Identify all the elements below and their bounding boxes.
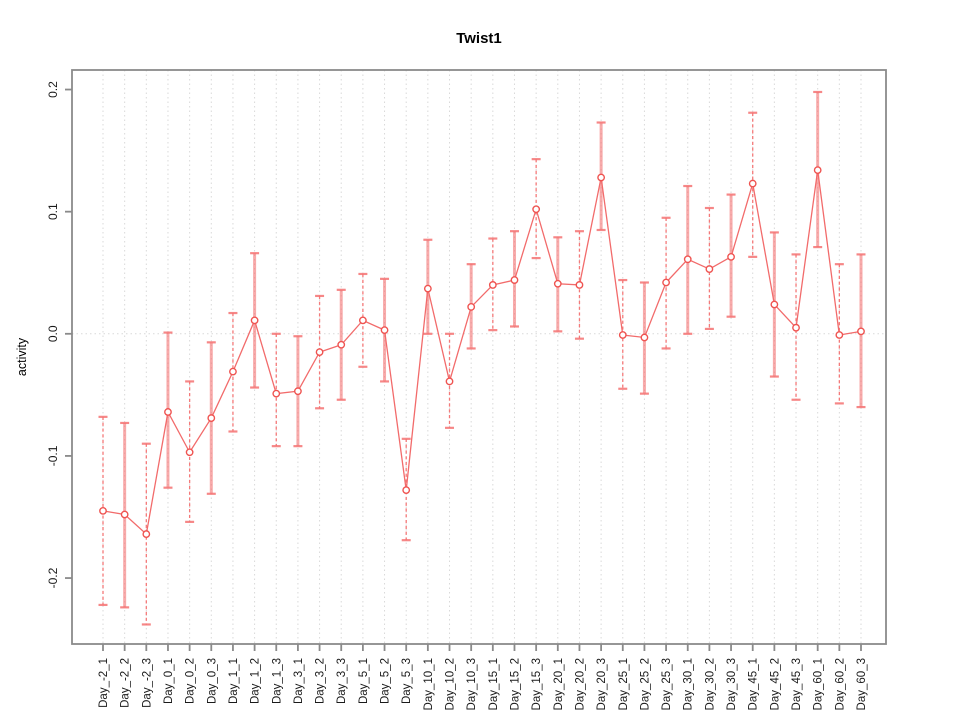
- x-tick-label: Day_0_2: [185, 658, 197, 704]
- x-tick-label: Day_0_3: [206, 658, 218, 704]
- x-tick-label: Day_-2_1: [98, 658, 110, 708]
- data-point: [553, 279, 562, 288]
- y-tick-label: -0.2: [46, 567, 60, 588]
- x-tick-label: Day_5_1: [358, 658, 370, 704]
- data-point: [683, 255, 692, 264]
- x-tick-label: Day_1_1: [228, 658, 240, 704]
- x-tick-label: Day_15_1: [488, 658, 500, 710]
- data-point: [727, 252, 735, 261]
- x-tick-label: Day_5_3: [401, 658, 413, 704]
- x-tick-label: Day_45_2: [769, 658, 781, 710]
- x-tick-label: Day_25_1: [618, 658, 630, 710]
- x-tick-label: Day_30_1: [683, 658, 695, 710]
- data-point: [792, 323, 800, 332]
- data-point: [380, 326, 389, 335]
- x-tick-label: Day_10_1: [423, 658, 435, 710]
- data-point: [445, 377, 454, 386]
- y-tick-label: -0.1: [46, 445, 60, 466]
- y-tick-label: 0.1: [46, 203, 60, 220]
- x-tick-label: Day_-2_2: [120, 658, 132, 708]
- x-tick-label: Day_20_2: [574, 658, 586, 710]
- chart-title: Twist1: [456, 30, 502, 47]
- x-tick-label: Day_10_3: [466, 658, 478, 710]
- x-tick-label: Day_25_3: [661, 658, 673, 710]
- data-point: [337, 340, 346, 349]
- x-tick-label: Day_60_1: [813, 658, 825, 710]
- data-point: [207, 414, 216, 422]
- x-tick-label: Day_60_3: [856, 658, 868, 710]
- data-point: [510, 276, 519, 284]
- data-point: [705, 265, 714, 273]
- data-point: [294, 387, 302, 396]
- data-point: [250, 316, 259, 325]
- x-tick-label: Day_25_2: [639, 658, 651, 710]
- x-tick-label: Day_-2_3: [141, 658, 153, 708]
- data-point: [662, 278, 670, 287]
- x-tick-label: Day_3_1: [293, 658, 305, 704]
- x-tick-label: Day_5_2: [380, 658, 392, 704]
- data-point: [618, 331, 627, 339]
- data-point: [575, 281, 584, 289]
- data-point: [488, 281, 497, 289]
- x-tick-label: Day_30_3: [726, 658, 738, 710]
- x-tick-label: Day_3_3: [336, 658, 348, 704]
- data-point: [272, 389, 281, 398]
- x-tick-label: Day_20_1: [553, 658, 565, 710]
- data-point: [164, 408, 172, 416]
- x-tick-label: Day_10_2: [445, 658, 457, 710]
- x-tick-label: Day_3_2: [315, 658, 327, 704]
- series-line: [102, 170, 862, 536]
- data-point: [358, 316, 367, 325]
- y-tick-label: 0.2: [46, 81, 60, 98]
- x-tick-label: Day_15_3: [531, 658, 543, 710]
- data-point: [120, 510, 129, 519]
- data-point: [640, 333, 649, 342]
- x-tick-label: Day_45_3: [791, 658, 803, 710]
- data-point: [402, 486, 411, 495]
- data-point: [99, 506, 107, 515]
- data-point: [857, 327, 865, 336]
- x-tick-label: Day_20_3: [596, 658, 608, 710]
- plot-border: [71, 69, 887, 645]
- data-point: [185, 448, 194, 457]
- data-point: [835, 331, 844, 339]
- x-tick-label: Day_45_1: [748, 658, 760, 710]
- x-tick-label: Day_0_1: [163, 658, 175, 704]
- data-point: [423, 284, 432, 293]
- data-point: [748, 179, 757, 188]
- data-point: [532, 205, 541, 214]
- data-point: [770, 300, 779, 309]
- data-point: [467, 303, 476, 311]
- data-point: [597, 173, 606, 182]
- x-tick-label: Day_1_2: [250, 658, 262, 704]
- data-point: [142, 530, 151, 538]
- x-tick-label: Day_1_3: [271, 658, 283, 704]
- x-tick-label: Day_30_2: [704, 658, 716, 710]
- x-tick-label: Day_60_2: [834, 658, 846, 710]
- data-point: [813, 166, 822, 175]
- data-point: [315, 348, 324, 357]
- data-point: [229, 367, 237, 376]
- x-tick-label: Day_15_2: [509, 658, 521, 710]
- y-tick-label: 0.0: [46, 325, 60, 342]
